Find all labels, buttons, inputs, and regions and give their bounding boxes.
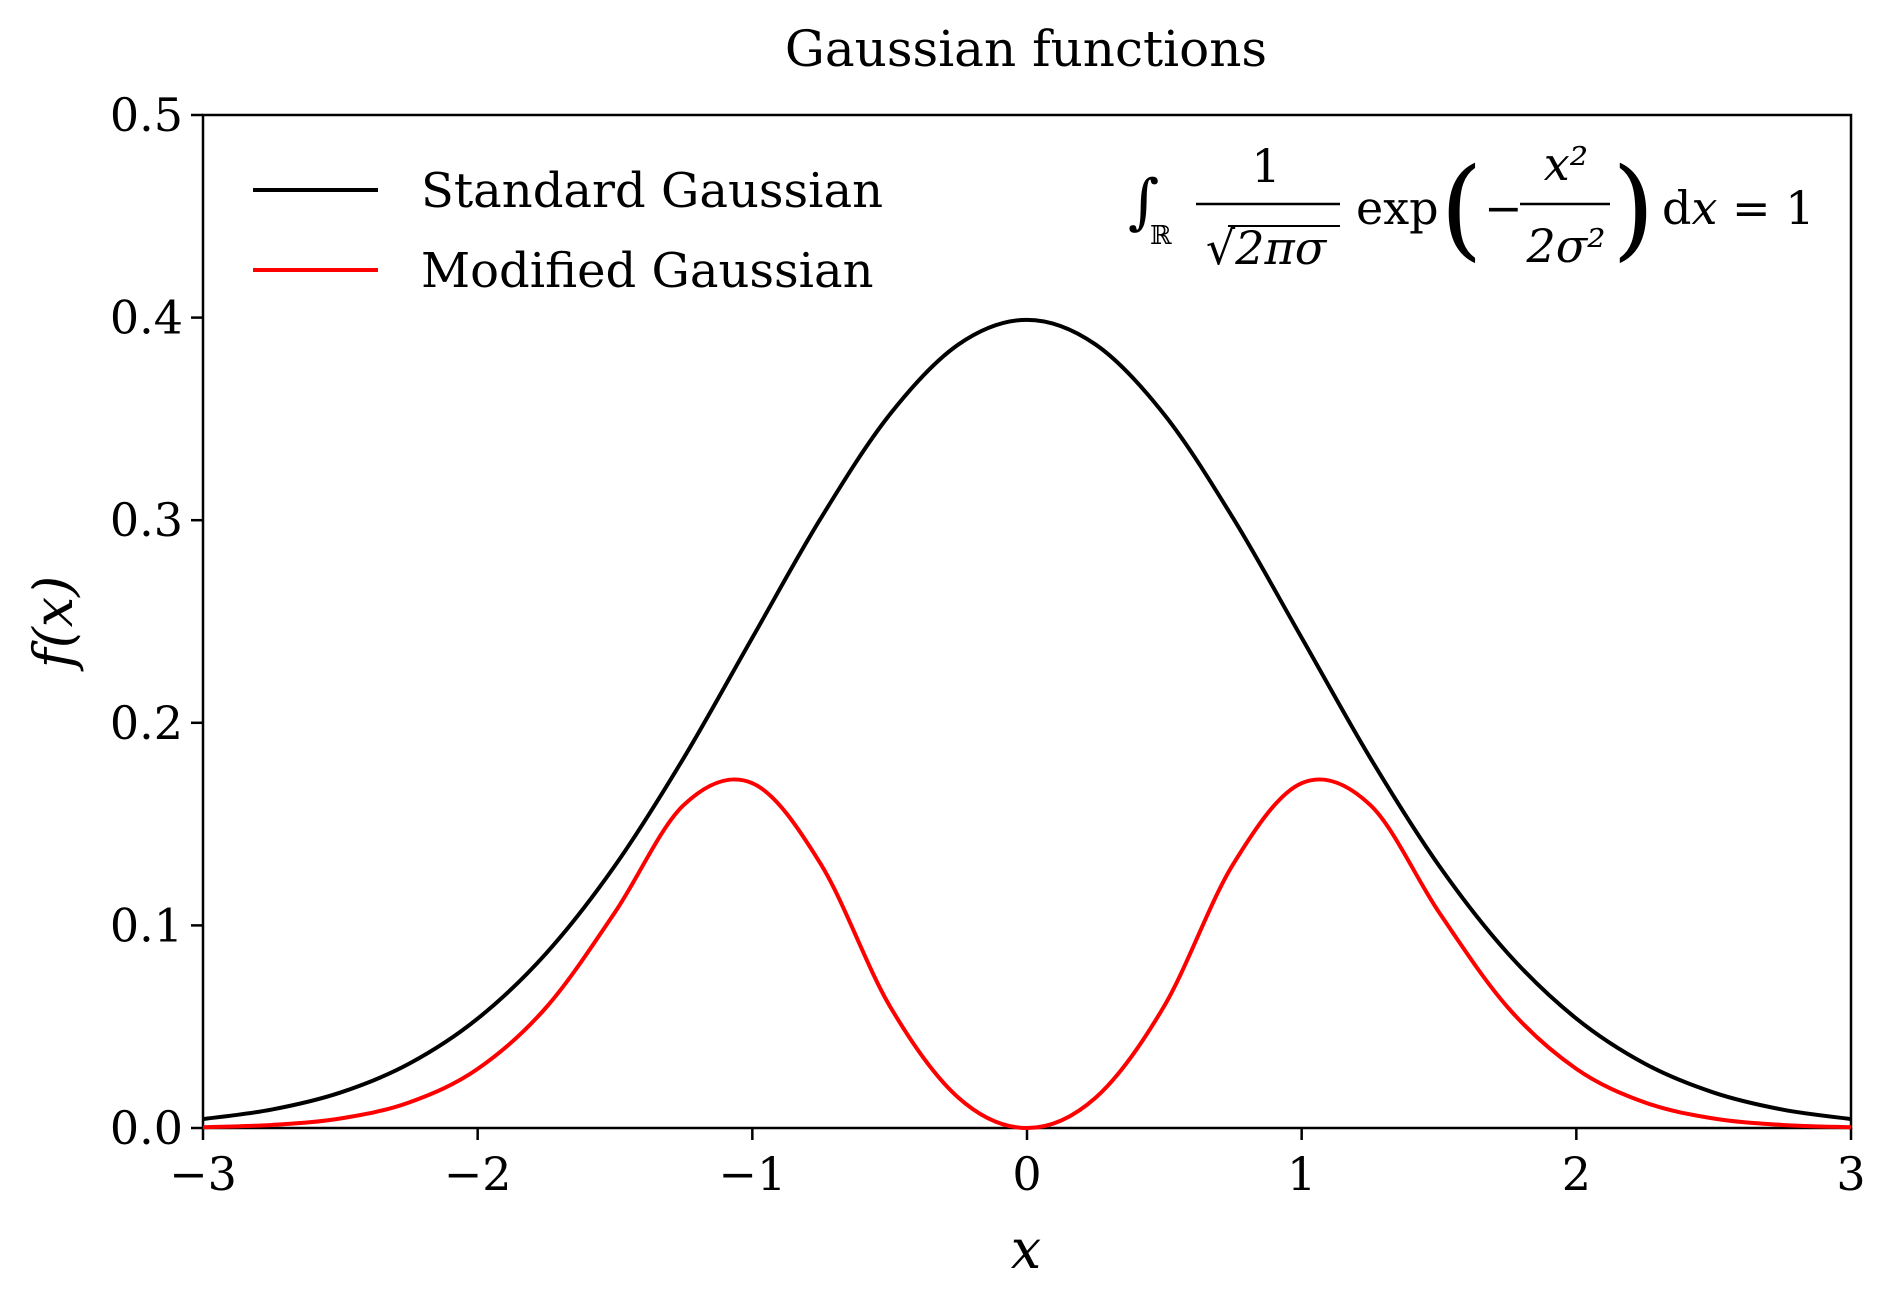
- legend: Standard Gaussian Modified Gaussian: [253, 163, 883, 299]
- series-line-standard-gaussian: [202, 317, 1852, 1122]
- series-line-modified-gaussian: [202, 777, 1852, 1130]
- svg-text:2σ²: 2σ²: [1525, 219, 1605, 273]
- chart-title: Gaussian functions: [785, 20, 1267, 78]
- formula-annotation: ∫ ℝ 1 √2πσ exp ( − x² 2σ² ) dx = 1: [1128, 137, 1814, 275]
- y-axis-label: f(x): [22, 576, 85, 673]
- series-layer: [202, 317, 1852, 1130]
- svg-text:−: −: [1484, 181, 1523, 235]
- legend-label-standard: Standard Gaussian: [421, 163, 883, 219]
- svg-text:√2πσ: √2πσ: [1206, 221, 1328, 275]
- svg-text:ℝ: ℝ: [1150, 221, 1172, 251]
- y-tick-label: 0.2: [110, 696, 183, 750]
- y-tick-label: 0.5: [110, 88, 183, 142]
- y-tick-label: 0.3: [110, 493, 183, 547]
- y-tick-label: 0.0: [110, 1101, 183, 1155]
- x-tick-label: −3: [169, 1147, 237, 1201]
- svg-text:exp: exp: [1356, 181, 1439, 235]
- x-tick-label: 0: [1012, 1147, 1041, 1201]
- svg-text:∫: ∫: [1128, 167, 1159, 237]
- x-axis: −3 −2 −1 0 1 2 3: [169, 1128, 1866, 1201]
- x-tick-label: −1: [718, 1147, 786, 1201]
- svg-text:(: (: [1440, 144, 1483, 272]
- y-tick-label: 0.4: [110, 291, 183, 345]
- x-tick-label: −2: [444, 1147, 512, 1201]
- svg-text:x²: x²: [1544, 137, 1588, 191]
- x-tick-label: 1: [1287, 1147, 1316, 1201]
- svg-text:): ): [1612, 144, 1655, 272]
- y-axis: 0.0 0.1 0.2 0.3 0.4 0.5: [110, 88, 203, 1155]
- y-tick-label: 0.1: [110, 898, 183, 952]
- x-tick-label: 2: [1562, 1147, 1591, 1201]
- svg-text:dx = 1: dx = 1: [1662, 181, 1814, 235]
- svg-text:1: 1: [1251, 139, 1280, 193]
- x-axis-label: x: [1011, 1218, 1041, 1281]
- x-tick-label: 3: [1836, 1147, 1865, 1201]
- legend-label-modified: Modified Gaussian: [421, 243, 874, 299]
